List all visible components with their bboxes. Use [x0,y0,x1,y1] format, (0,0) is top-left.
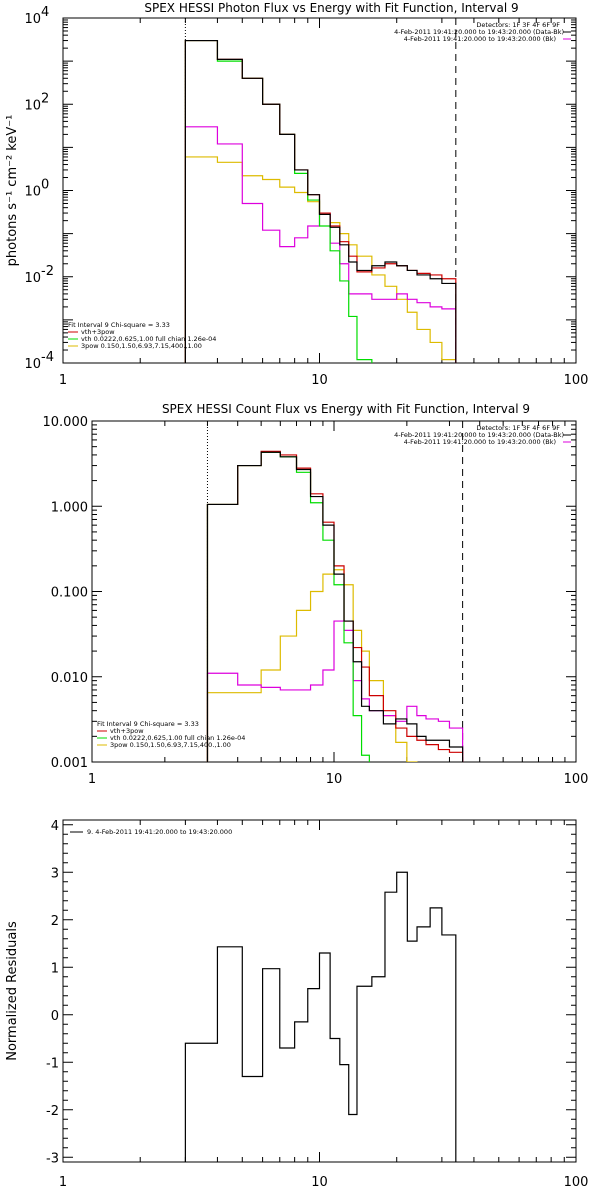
y-tick-label: 10 [24,271,41,286]
legend-label: vth 0.0222,0.625,1.00 full chian 1.26e-0… [81,335,216,343]
y-tick-label: 1 [51,961,59,976]
y-tick-label: 10.000 [43,415,89,430]
legend-label: 3pow 0.150,1.50,6.93,7.15,400.,1.00 [81,342,202,350]
series-vth [206,451,370,762]
series-fit [184,39,457,363]
series-pow [184,156,457,363]
y-tick-label: 4 [51,819,59,834]
x-tick-label: 1 [59,373,67,388]
series-data [184,39,457,363]
info-line: 4-Feb-2011 19:41:20.000 to 19:43:20.000 … [394,28,564,36]
y-tick-label: -3 [46,1151,59,1166]
legend-label: 3pow 0.150,1.50,6.93,7.15,400.,1.00 [110,741,231,749]
chart-panel-3: 1 10 100 -3 -2 -1 0 1 2 3 4 Normalized Residuals 9. … [5,819,588,1190]
y-axis-label: Normalized Residuals [5,921,20,1061]
y-tick-exponent: -2 [41,264,54,279]
y-tick-label: -2 [46,1104,59,1119]
legend-label: 9. 4-Feb-2011 19:41:20.000 to 19:43:20.0… [87,828,232,836]
legend-label: vth+3pow [81,328,115,336]
y-tick-label: 10 [24,12,41,27]
y-tick-label: 1.000 [51,500,88,515]
series-bk [184,126,457,363]
series-residuals [184,871,457,1162]
y-tick-label: -1 [46,1056,59,1071]
info-line: 4-Feb-2011 19:41:20.000 to 19:43:20.000 … [404,35,556,43]
chart-panel-1: SPEX HESSI Photon Flux vs Energy with Fi… [5,1,589,388]
x-tick-label: 100 [564,772,589,787]
legend-title: Fit Interval 9 Chi-square = 3.33 [97,720,199,728]
legend-label: vth+3pow [110,727,144,735]
y-tick-exponent: 2 [41,91,49,106]
x-tick-label: 10 [311,373,328,388]
y-tick-label: 10 [24,98,41,113]
info-line: 4-Feb-2011 19:41:20.000 to 19:43:20.000 … [404,438,556,446]
series-bk [206,620,464,762]
chart-panel-2: SPEX HESSI Count Flux vs Energy with Fit… [43,402,589,787]
x-tick-label: 100 [564,1175,589,1190]
y-tick-label: 2 [51,914,59,929]
series-fit [206,450,464,762]
x-tick-label: 100 [564,373,589,388]
plot-frame [91,420,577,763]
series-vth [184,39,373,363]
x-tick-label: 1 [88,772,96,787]
info-line: Detectors: 1F 3F 4F 6F 9F [476,424,560,432]
legend-title: Fit Interval 9 Chi-square = 3.33 [68,321,170,329]
y-tick-exponent: 0 [41,178,49,193]
chart-title: SPEX HESSI Count Flux vs Energy with Fit… [162,402,530,416]
y-tick-label: 0.001 [51,756,88,771]
y-tick-label: 10 [24,185,41,200]
y-tick-label: 0 [51,1009,59,1024]
x-tick-label: 1 [59,1175,67,1190]
x-tick-label: 10 [311,1175,328,1190]
series-pow [206,569,418,762]
y-tick-label: 0.010 [51,671,88,686]
y-tick-label: 0.100 [51,586,88,601]
info-line: Detectors: 1F 3F 4F 6F 9F [476,21,560,29]
y-axis-label: photons s⁻¹ cm⁻² keV⁻¹ [5,115,20,267]
info-line: 4-Feb-2011 19:41:20.000 to 19:43:20.000 … [394,431,564,439]
plot-frame [62,819,577,1163]
y-tick-label: 10 [24,357,41,372]
y-tick-label: 3 [51,866,59,881]
y-tick-exponent: 4 [41,5,49,20]
plot-frame [62,17,577,364]
chart-title: SPEX HESSI Photon Flux vs Energy with Fi… [144,1,518,15]
legend-label: vth 0.0222,0.625,1.00 full chian 1.26e-0… [110,734,245,742]
series-data [206,451,464,762]
y-tick-exponent: -4 [41,350,54,365]
x-tick-label: 10 [326,772,343,787]
